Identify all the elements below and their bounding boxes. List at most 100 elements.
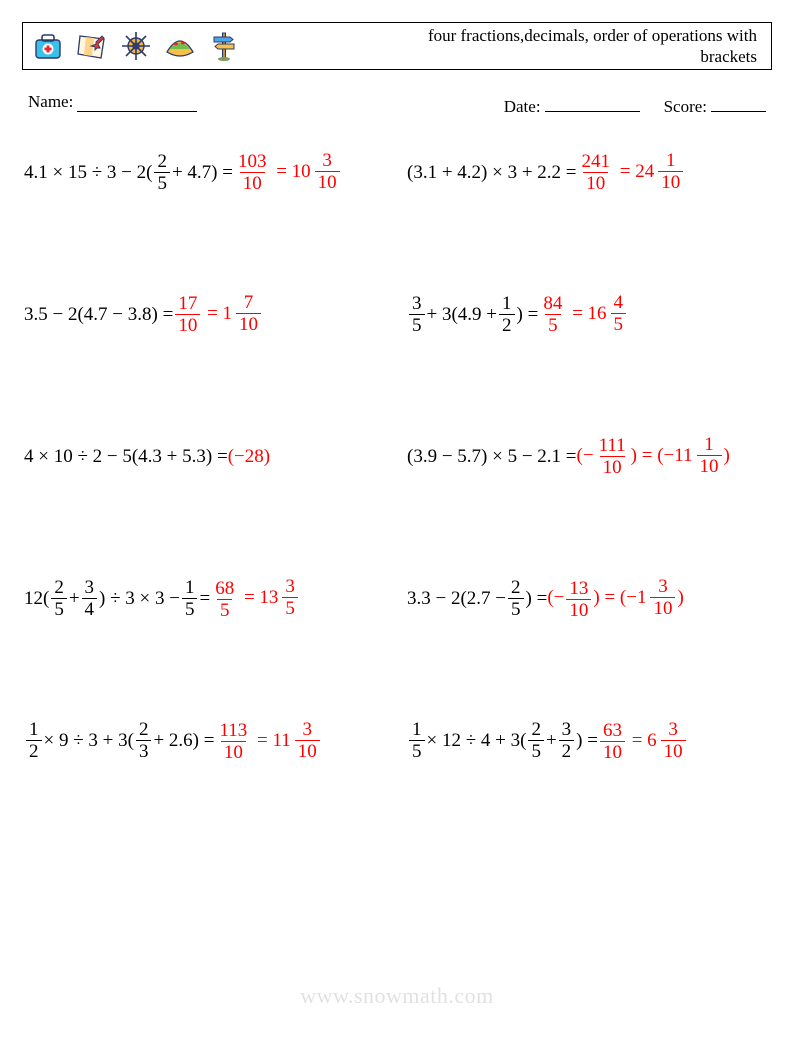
answer: 685 = 1335: [210, 577, 300, 619]
score-blank[interactable]: [711, 92, 766, 112]
fraction-denominator: 10: [240, 172, 265, 193]
header-icons: [31, 29, 241, 63]
answer: (−1310) = (−1310): [547, 577, 683, 619]
problem: 4.1 × 15 ÷ 3 − 2(25 + 4.7) = 10310 = 103…: [24, 151, 389, 193]
fraction-denominator: 4: [82, 598, 98, 619]
fraction-numerator: 2: [508, 578, 524, 598]
fraction: 310: [295, 720, 320, 761]
fraction: 11310: [216, 721, 250, 762]
fraction: 35: [282, 577, 298, 618]
fraction-numerator: 3: [282, 577, 298, 597]
fraction-numerator: 2: [528, 720, 544, 740]
mixed-number: 1645: [588, 293, 629, 334]
mixed-number: 11 310: [272, 720, 321, 761]
fraction-numerator: 2: [136, 720, 152, 740]
fraction: 25: [154, 152, 170, 193]
answer: (−28): [228, 447, 270, 466]
fraction-numerator: 17: [175, 294, 200, 314]
fraction: 34: [82, 578, 98, 619]
answer: 11310 = 11310: [214, 720, 321, 762]
fraction-numerator: 3: [559, 720, 575, 740]
fraction: 15: [182, 578, 198, 619]
fraction-denominator: 10: [315, 171, 340, 192]
fraction-numerator: 3: [82, 578, 98, 598]
fraction-numerator: 1: [182, 578, 198, 598]
fraction: 24110: [579, 152, 614, 193]
expr-text: 3.5 − 2(4.7 − 3.8) =: [24, 305, 173, 324]
fraction-denominator: 10: [661, 740, 686, 761]
fraction-numerator: 113: [216, 721, 250, 741]
fraction-numerator: 3: [409, 294, 425, 314]
fraction-denominator: 10: [175, 314, 200, 335]
expr-text: ): [724, 445, 730, 466]
fraction: 310: [650, 577, 675, 618]
fraction-denominator: 5: [51, 598, 67, 619]
expr-text: =: [252, 730, 272, 751]
fraction-denominator: 5: [154, 172, 170, 193]
map-airplane-icon: [75, 29, 109, 63]
expr-text: ) =: [517, 305, 539, 324]
fraction: 45: [611, 293, 627, 334]
taco-icon: [163, 29, 197, 63]
fraction-denominator: 5: [545, 314, 561, 335]
problem: 3.3 − 2(2.7 − 25) = (−1310) = (−1310): [407, 577, 772, 619]
mixed-number: 1710: [223, 293, 264, 334]
answer: 10310 = 10310: [233, 151, 342, 193]
medical-kit-icon: [31, 29, 65, 63]
expr-text: (−28): [228, 446, 270, 467]
fraction-numerator: 63: [600, 721, 625, 741]
mixed-whole: 1: [223, 304, 233, 323]
expr-text: +: [546, 731, 557, 750]
ship-wheel-icon: [119, 29, 153, 63]
date-blank[interactable]: [545, 92, 640, 112]
expr-text: (3.1 + 4.2) × 3 + 2.2 =: [407, 163, 577, 182]
expr-text: 4.1 × 15 ÷ 3 − 2(: [24, 163, 152, 182]
fraction-numerator: 1: [701, 435, 717, 455]
fraction-numerator: 3: [300, 720, 316, 740]
fraction: 35: [409, 294, 425, 335]
expr-text: =: [239, 587, 259, 608]
expr-text: =: [202, 303, 222, 324]
expr-text: (3.9 − 5.7) × 5 − 2.1 =: [407, 447, 577, 466]
expr-text: (−: [577, 445, 594, 466]
fraction: 685: [212, 579, 237, 620]
fraction-numerator: 1: [26, 720, 42, 740]
fraction-denominator: 5: [611, 313, 627, 334]
fraction-denominator: 10: [600, 741, 625, 762]
fraction-denominator: 10: [221, 741, 246, 762]
mixed-whole: 11: [272, 731, 290, 750]
fraction-denominator: 10: [650, 597, 675, 618]
fraction-numerator: 1: [499, 294, 515, 314]
fraction-numerator: 13: [566, 579, 591, 599]
fraction-denominator: 10: [697, 455, 722, 476]
expr-text: ) = (−: [593, 587, 637, 608]
fraction-denominator: 5: [409, 740, 425, 761]
fraction-denominator: 5: [282, 597, 298, 618]
expr-text: ) ÷ 3 × 3 −: [99, 589, 180, 608]
expr-text: =: [199, 589, 210, 608]
fraction-denominator: 10: [658, 171, 683, 192]
name-blank[interactable]: [77, 92, 197, 112]
fraction-denominator: 2: [559, 740, 575, 761]
mixed-number: 6310: [647, 720, 688, 761]
fraction-numerator: 2: [154, 152, 170, 172]
fraction-denominator: 10: [583, 172, 608, 193]
fraction-numerator: 68: [212, 579, 237, 599]
problem: 12(25 + 34) ÷ 3 × 3 − 15 = 685 = 1335: [24, 577, 389, 619]
fraction-numerator: 1: [409, 720, 425, 740]
answer: 845 = 1645: [538, 293, 628, 335]
fraction-denominator: 5: [182, 598, 198, 619]
fraction: 310: [315, 151, 340, 192]
fraction: 6310: [600, 721, 625, 762]
expr-text: =: [271, 161, 291, 182]
fraction-denominator: 10: [566, 599, 591, 620]
fraction: 110: [658, 151, 683, 192]
problem: 12 × 9 ÷ 3 + 3(23 + 2.6) = 11310 = 11310: [24, 720, 389, 762]
fraction-numerator: 2: [51, 578, 67, 598]
fraction-denominator: 5: [409, 314, 425, 335]
watermark: www.snowmath.com: [0, 983, 794, 1009]
expr-text: + 3(4.9 +: [427, 305, 498, 324]
fraction-denominator: 3: [136, 740, 152, 761]
fraction: 1310: [566, 579, 591, 620]
expr-text: ): [677, 587, 683, 608]
